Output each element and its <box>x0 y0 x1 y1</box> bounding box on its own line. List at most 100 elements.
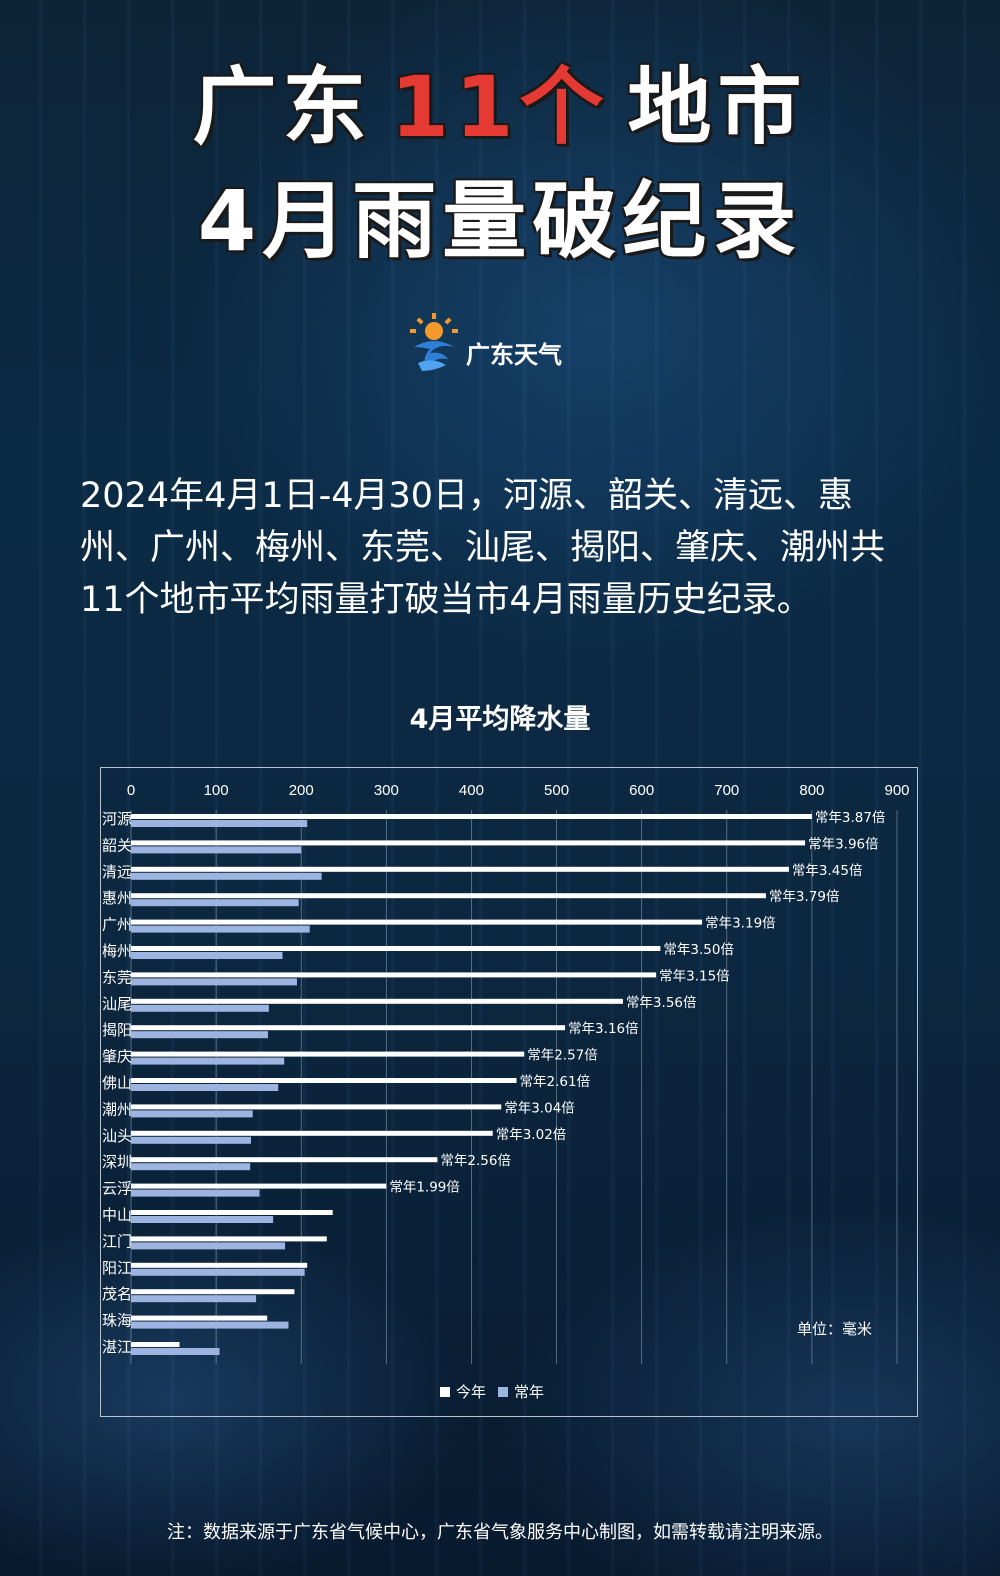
category-label: 茂名 <box>102 1285 132 1303</box>
ratio-annotation: 常年1.99倍 <box>389 1180 460 1196</box>
bar-normal <box>131 1216 274 1223</box>
category-label: 佛山 <box>102 1074 132 1092</box>
category-label: 云浮 <box>102 1180 132 1198</box>
legend-label-this-year: 今年 <box>456 1383 487 1401</box>
category-label: 深圳 <box>102 1153 132 1171</box>
bar-normal <box>131 872 322 880</box>
ratio-annotation: 常年3.04倍 <box>504 1100 575 1116</box>
unit-label: 单位：毫米 <box>797 1320 873 1338</box>
category-label: 河源 <box>102 810 132 828</box>
bar-normal <box>131 1110 253 1118</box>
ratio-annotation: 常年3.15倍 <box>659 968 730 984</box>
title-part2: 地市 <box>627 58 808 156</box>
ratio-annotation: 常年3.02倍 <box>496 1127 567 1143</box>
bar-normal <box>131 820 308 827</box>
category-label: 珠海 <box>102 1312 132 1330</box>
logo-text: 广东天气 <box>466 341 562 369</box>
source-footnote: 注：数据来源于广东省气候中心，广东省气象服务中心制图，如需转载请注明来源。 <box>167 1522 833 1543</box>
category-label: 东莞 <box>102 968 132 986</box>
bar-this-year <box>131 1104 502 1110</box>
bar-this-year <box>131 972 657 978</box>
x-tick-label: 0 <box>127 782 135 799</box>
x-tick-label: 100 <box>204 782 229 799</box>
category-label: 江门 <box>102 1232 132 1250</box>
bar-normal <box>131 925 310 933</box>
ratio-annotation: 常年2.57倍 <box>527 1048 598 1064</box>
bar-normal <box>131 899 299 907</box>
category-label: 梅州 <box>102 942 132 960</box>
bar-normal <box>131 952 283 959</box>
category-label: 汕尾 <box>102 995 132 1013</box>
legend-swatch-this-year <box>440 1386 450 1397</box>
bar-this-year <box>131 1051 525 1057</box>
ratio-annotation: 常年3.19倍 <box>705 916 776 932</box>
ratio-annotation: 常年3.16倍 <box>568 1021 639 1037</box>
ratio-annotation: 常年3.87倍 <box>815 810 886 826</box>
bar-this-year <box>131 1078 517 1083</box>
intro-paragraph: 2024年4月1日-4月30日，河源、韶关、清远、惠州、广州、梅州、东莞、汕尾、… <box>80 476 886 620</box>
bar-normal <box>131 1268 305 1276</box>
category-label: 韶关 <box>102 836 132 854</box>
x-tick-label: 300 <box>374 782 399 799</box>
bar-this-year <box>131 946 661 951</box>
title-accent: 11个 <box>390 58 610 156</box>
bar-this-year <box>131 1289 295 1295</box>
bar-this-year <box>131 1183 387 1189</box>
bar-normal <box>131 846 302 854</box>
bar-this-year <box>131 919 703 925</box>
category-label: 潮州 <box>102 1100 132 1118</box>
bar-normal <box>131 1084 279 1091</box>
x-tick-label: 600 <box>629 782 654 799</box>
bar-this-year <box>131 1025 566 1031</box>
bar-normal <box>131 1163 251 1171</box>
bar-this-year <box>131 1315 268 1321</box>
page-title-line1: 广东 11个 地市 <box>0 52 1000 162</box>
legend-item-normal: 常年 <box>498 1381 544 1402</box>
bar-this-year <box>131 1262 308 1268</box>
ratio-annotation: 常年3.50倍 <box>663 942 734 958</box>
bar-normal <box>131 978 297 986</box>
sun-wave-logo-icon <box>410 313 458 371</box>
guangdong-weather-logo: 广东天气 <box>408 313 608 383</box>
bar-normal <box>131 1242 286 1250</box>
x-tick-label: 500 <box>544 782 569 799</box>
bar-normal <box>131 1295 257 1303</box>
legend-swatch-normal <box>498 1386 509 1397</box>
bar-this-year <box>131 1236 327 1242</box>
legend-item-this-year: 今年 <box>440 1381 486 1402</box>
bar-this-year <box>131 893 766 899</box>
bar-this-year <box>131 1157 438 1163</box>
bar-this-year <box>131 1130 493 1136</box>
category-label: 湛江 <box>102 1338 132 1356</box>
bar-normal <box>131 1321 289 1329</box>
category-label: 中山 <box>102 1206 132 1224</box>
category-label: 清远 <box>102 863 132 881</box>
ratio-annotation: 常年3.45倍 <box>792 863 863 879</box>
x-tick-label: 800 <box>799 782 824 799</box>
bar-this-year <box>131 840 806 846</box>
bar-this-year <box>131 814 812 819</box>
ratio-annotation: 常年3.79倍 <box>769 889 840 905</box>
x-tick-label: 400 <box>459 782 484 799</box>
x-tick-label: 200 <box>289 782 314 799</box>
x-tick-label: 900 <box>884 782 909 799</box>
chart-title: 4月平均降水量 <box>409 704 591 735</box>
bar-chart: 0 100 200 300 400 500 600 700 800 900 河源 常年3.87倍韶关常… <box>102 782 910 1364</box>
category-label: 汕头 <box>102 1127 132 1145</box>
chart-container: 0 100 200 300 400 500 600 700 800 900 河源 常年3.87倍韶关常… <box>100 767 918 1417</box>
category-label: 广州 <box>102 916 132 934</box>
legend-label-normal: 常年 <box>514 1383 545 1401</box>
bar-normal <box>131 1136 252 1144</box>
bar-this-year <box>131 1342 180 1347</box>
bar-this-year <box>131 1210 333 1215</box>
chart-legend: 今年 常年 <box>440 1381 544 1402</box>
category-label: 肇庆 <box>102 1048 132 1066</box>
ratio-annotation: 常年2.56倍 <box>440 1153 511 1169</box>
bar-normal <box>131 1189 260 1197</box>
page-title-line2: 4月雨量破纪录 <box>197 172 803 270</box>
bar-normal <box>131 1004 269 1012</box>
bar-this-year <box>131 998 623 1004</box>
ratio-annotation: 常年3.56倍 <box>626 995 697 1011</box>
x-tick-label: 700 <box>714 782 739 799</box>
bar-normal <box>131 1348 220 1355</box>
